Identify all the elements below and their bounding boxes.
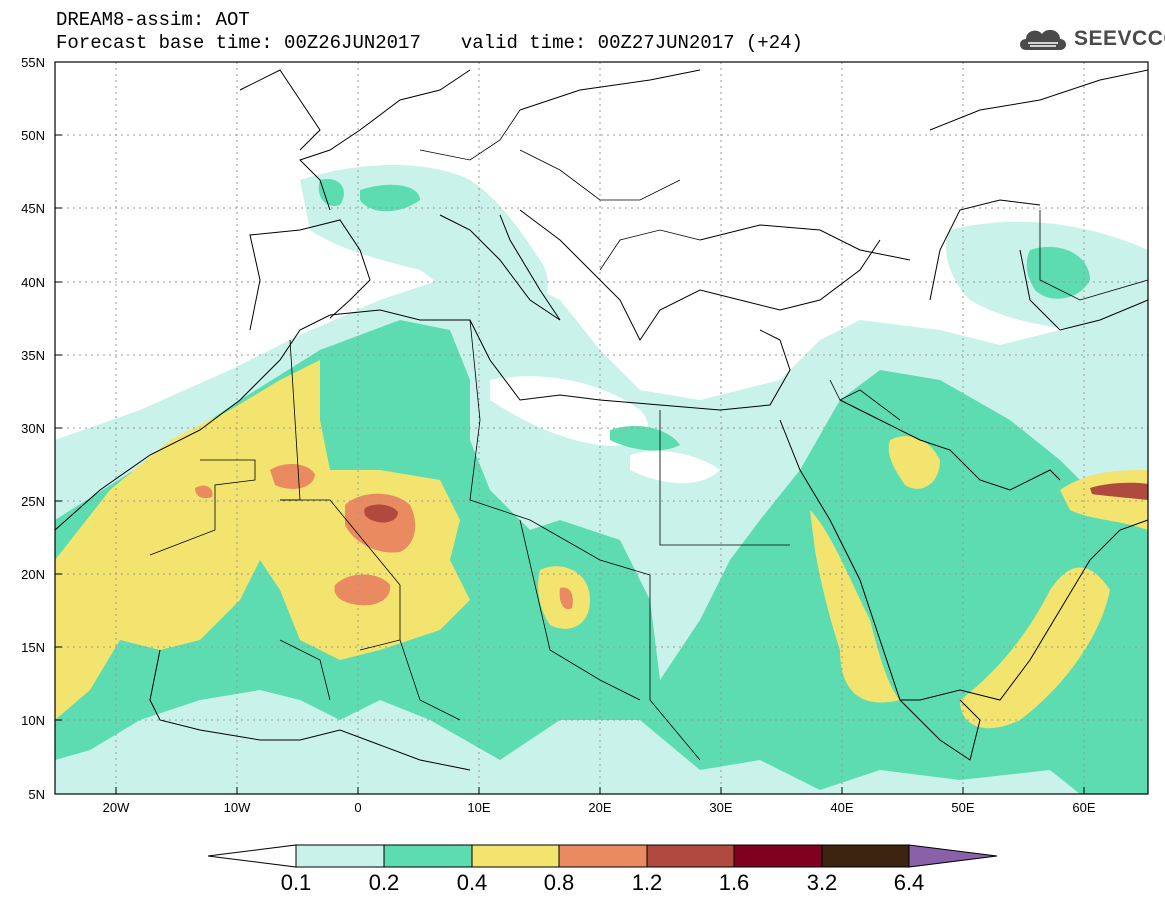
lat-label-15n: 15N <box>21 640 45 655</box>
lon-label-50e: 50E <box>951 800 974 815</box>
lon-label-0: 0 <box>354 800 361 815</box>
lon-label-10e: 10E <box>467 800 490 815</box>
graticule <box>55 62 1148 794</box>
aot-contours <box>55 62 1148 794</box>
colorbar-segment-1.6 <box>733 844 823 868</box>
aot-band-0.4 <box>55 360 1148 729</box>
base-time: Forecast base time: 00Z26JUN2017 <box>56 32 421 54</box>
colorbar-label-1.6: 1.6 <box>718 870 750 895</box>
lon-label-60e: 60E <box>1072 800 1095 815</box>
colorbar <box>207 844 998 868</box>
axis-ticks <box>55 61 1085 795</box>
colorbar-arrow-low <box>207 844 297 868</box>
colorbar-label-0.1: 0.1 <box>280 870 312 895</box>
colorbar-label-0.2: 0.2 <box>368 870 400 895</box>
cloud-icon <box>1020 29 1066 50</box>
lat-label-10n: 10N <box>21 713 45 728</box>
lat-label-45n: 45N <box>21 201 45 216</box>
latitude-labels: 55N 50N 45N 40N 35N 30N 25N 20N 15N 10N … <box>21 55 45 802</box>
colorbar-segment-0.8 <box>558 844 648 868</box>
lat-label-20n: 20N <box>21 567 45 582</box>
forecast-times: Forecast base time: 00Z26JUN2017 valid ti… <box>56 33 803 53</box>
lon-label-20w: 20W <box>103 800 130 815</box>
lat-label-40n: 40N <box>21 275 45 290</box>
colorbar-label-1.2: 1.2 <box>631 870 663 895</box>
colorbar-segment-1.2 <box>646 844 735 868</box>
colorbar-segment-3.2 <box>821 844 910 868</box>
lon-label-20e: 20E <box>588 800 611 815</box>
colorbar-segment-0.2 <box>383 844 473 868</box>
lon-label-10w: 10W <box>224 800 251 815</box>
lat-label-25n: 25N <box>21 494 45 509</box>
seevccc-logo: SEEVCCC <box>1016 22 1165 56</box>
colorbar-label-3.2: 3.2 <box>806 870 838 895</box>
valid-time: valid time: 00Z27JUN2017 (+24) <box>460 32 803 54</box>
colorbar-segment-0.4 <box>471 844 560 868</box>
aot-band-1.2 <box>364 482 1148 523</box>
borders <box>149 109 1148 761</box>
colorbar-label-6.4: 6.4 <box>893 870 925 895</box>
colorbar-label-0.4: 0.4 <box>456 870 488 895</box>
longitude-labels: 20W 10W 0 10E 20E 30E 40E 50E 60E <box>103 800 1096 815</box>
lat-label-5n: 5N <box>28 787 45 802</box>
colorbar-label-0.8: 0.8 <box>543 870 575 895</box>
lat-label-30n: 30N <box>21 421 45 436</box>
aot-band-0.8 <box>195 463 573 610</box>
logo-text: SEEVCCC <box>1074 27 1165 50</box>
lat-label-55n: 55N <box>21 55 45 70</box>
lon-label-40e: 40E <box>830 800 853 815</box>
lat-label-50n: 50N <box>21 128 45 143</box>
colorbar-segment-0.1 <box>295 844 385 868</box>
lat-label-35n: 35N <box>21 348 45 363</box>
map-title: DREAM8-assim: AOT <box>56 9 250 31</box>
lon-label-30e: 30E <box>709 800 732 815</box>
colorbar-arrow-high <box>908 844 998 868</box>
